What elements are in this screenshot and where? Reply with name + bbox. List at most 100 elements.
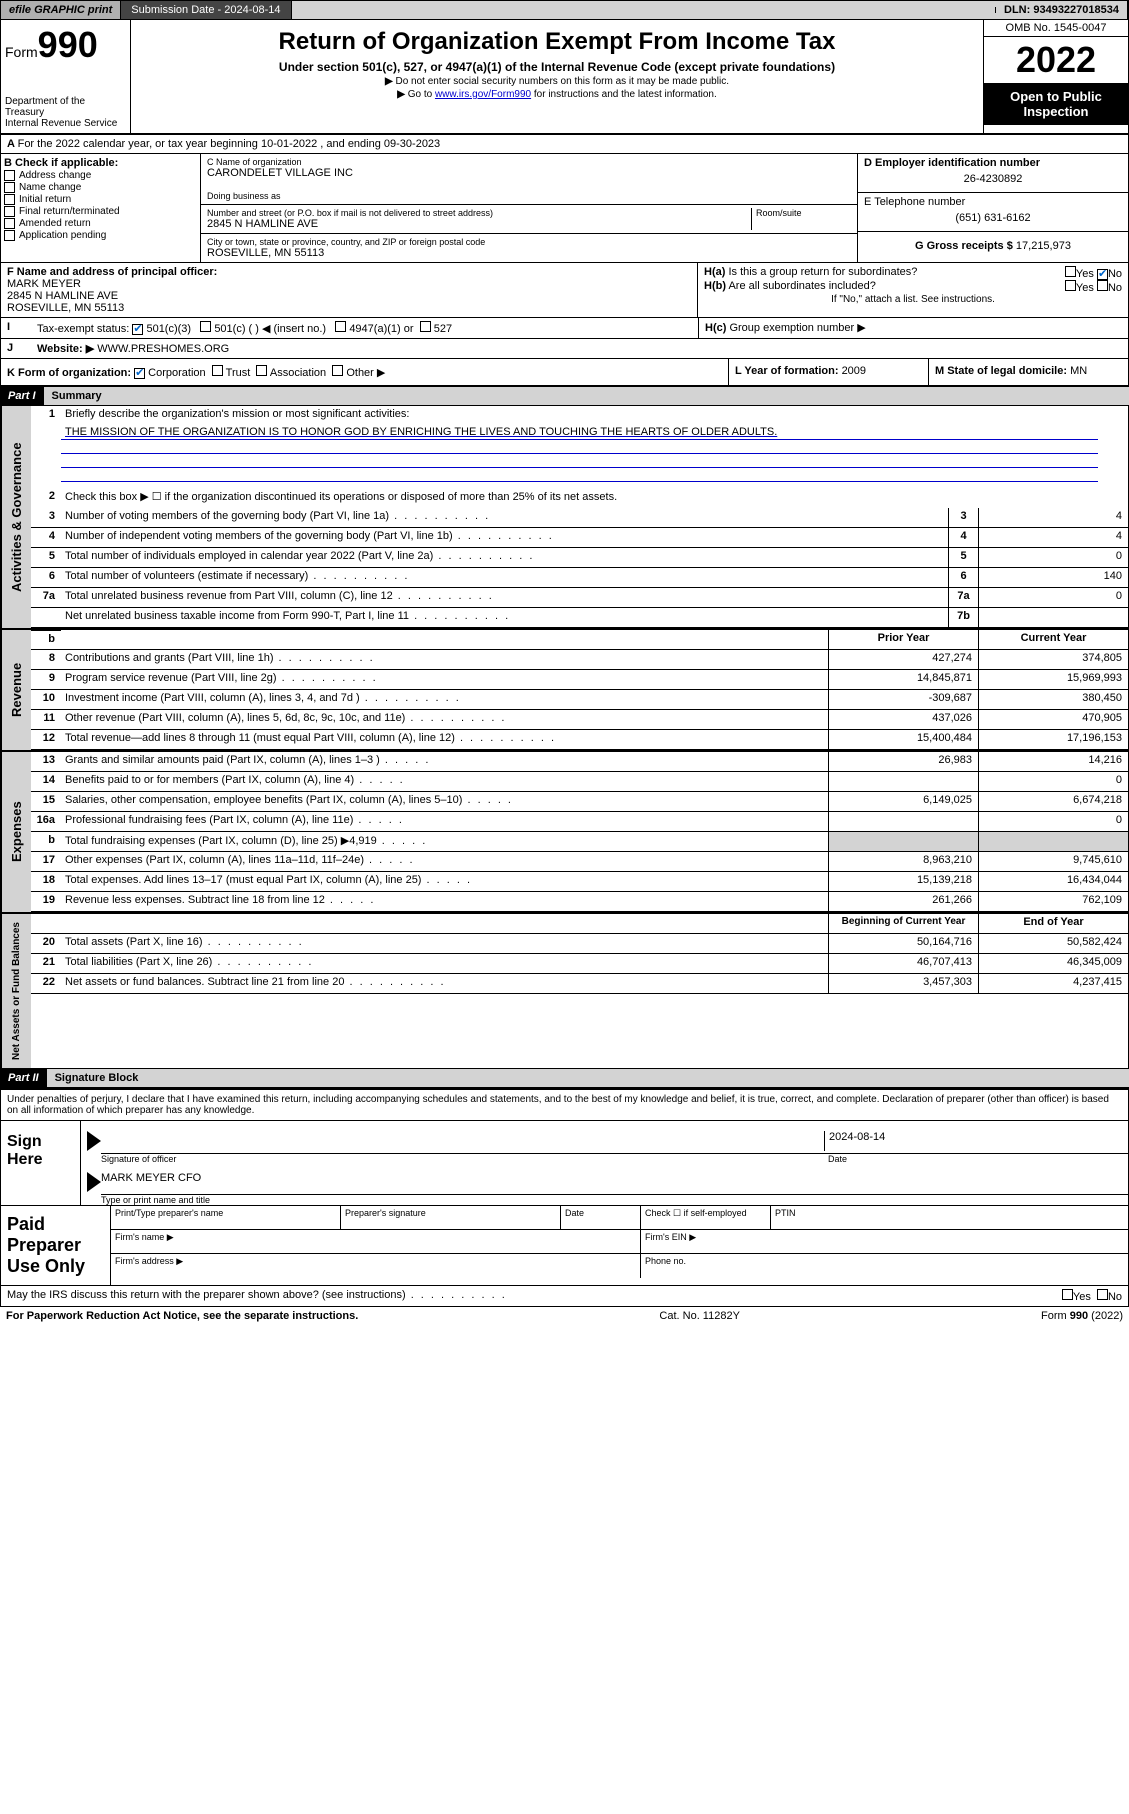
submission-date: Submission Date - 2024-08-14 <box>121 1 291 19</box>
sig-date: 2024-08-14 <box>824 1131 1124 1151</box>
chk-amended[interactable] <box>4 218 15 229</box>
chk-501c3[interactable] <box>132 324 143 335</box>
prior-value: 14,845,871 <box>828 670 978 689</box>
irs-label: Internal Revenue Service <box>5 118 126 129</box>
prior-value: 15,400,484 <box>828 730 978 749</box>
sig-arrow-icon <box>87 1131 101 1151</box>
end-value: 46,345,009 <box>978 954 1128 973</box>
chk-final[interactable] <box>4 206 15 217</box>
section-netassets: Net Assets or Fund Balances Beginning of… <box>0 912 1129 1069</box>
gov-value: 0 <box>978 548 1128 567</box>
paid-preparer-label: Paid Preparer Use Only <box>1 1206 111 1285</box>
irs-link[interactable]: www.irs.gov/Form990 <box>435 89 531 100</box>
row-fh: F Name and address of principal officer:… <box>0 263 1129 318</box>
gross-receipts: 17,215,973 <box>1016 240 1071 252</box>
current-value: 6,674,218 <box>978 792 1128 811</box>
tax-year: 2022 <box>984 37 1128 83</box>
current-value: 0 <box>978 812 1128 831</box>
gov-value: 4 <box>978 528 1128 547</box>
sig-arrow-icon-2 <box>87 1172 101 1192</box>
chk-name[interactable] <box>4 182 15 193</box>
tab-expenses: Expenses <box>1 752 31 912</box>
phone: (651) 631-6162 <box>864 208 1122 228</box>
org-name: CARONDELET VILLAGE INC <box>207 167 851 179</box>
current-value: 0 <box>978 772 1128 791</box>
signature-block: Under penalties of perjury, I declare th… <box>0 1088 1129 1286</box>
org-address: 2845 N HAMLINE AVE <box>207 218 751 230</box>
chk-address[interactable] <box>4 170 15 181</box>
discuss-no[interactable] <box>1097 1289 1108 1300</box>
chk-501c[interactable] <box>200 321 211 332</box>
prior-value: 427,274 <box>828 650 978 669</box>
instr-link: ▶ Go to www.irs.gov/Form990 for instruct… <box>135 89 979 100</box>
current-value: 14,216 <box>978 752 1128 771</box>
prior-value: 6,149,025 <box>828 792 978 811</box>
instr-ssn: ▶ Do not enter social security numbers o… <box>135 76 979 87</box>
end-value: 50,582,424 <box>978 934 1128 953</box>
chk-corp[interactable] <box>134 368 145 379</box>
current-value: 16,434,044 <box>978 872 1128 891</box>
current-value: 762,109 <box>978 892 1128 911</box>
sign-here-label: Sign Here <box>1 1121 81 1205</box>
row-ij: I Tax-exempt status: 501(c)(3) 501(c) ( … <box>0 318 1129 339</box>
prior-value: -309,687 <box>828 690 978 709</box>
dept-treasury: Department of the Treasury <box>5 96 126 118</box>
ha-yes[interactable] <box>1065 266 1076 277</box>
ha-no[interactable] <box>1097 269 1108 280</box>
chk-pending[interactable] <box>4 230 15 241</box>
row-j: J Website: ▶ WWW.PRESHOMES.ORG <box>0 339 1129 359</box>
prior-value: 26,983 <box>828 752 978 771</box>
footer: For Paperwork Reduction Act Notice, see … <box>0 1307 1129 1325</box>
chk-initial[interactable] <box>4 194 15 205</box>
line-a: A For the 2022 calendar year, or tax yea… <box>0 135 1129 154</box>
tab-revenue: Revenue <box>1 630 31 750</box>
top-bar: efile GRAPHIC print Submission Date - 20… <box>0 0 1129 20</box>
gov-value: 4 <box>978 508 1128 527</box>
declaration: Under penalties of perjury, I declare th… <box>1 1090 1128 1121</box>
current-value: 470,905 <box>978 710 1128 729</box>
prior-value: 8,963,210 <box>828 852 978 871</box>
tab-governance: Activities & Governance <box>1 406 31 628</box>
officer-title: MARK MEYER CFO <box>101 1172 201 1192</box>
current-value: 380,450 <box>978 690 1128 709</box>
year-formation: 2009 <box>842 365 866 377</box>
tab-netassets: Net Assets or Fund Balances <box>1 914 31 1068</box>
spacer <box>292 7 997 13</box>
form-number: Form990 <box>5 24 126 66</box>
section-revenue: Revenue bPrior YearCurrent Year 8Contrib… <box>0 628 1129 750</box>
prior-value: 15,139,218 <box>828 872 978 891</box>
begin-value: 50,164,716 <box>828 934 978 953</box>
chk-other[interactable] <box>332 365 343 376</box>
omb-number: OMB No. 1545-0047 <box>984 20 1128 37</box>
prior-value <box>828 772 978 791</box>
dln: DLN: 93493227018534 <box>996 1 1128 19</box>
domicile: MN <box>1070 365 1087 377</box>
print-button[interactable]: efile GRAPHIC print <box>1 1 121 19</box>
col-d: D Employer identification number26-42308… <box>858 154 1128 262</box>
col-c: C Name of organizationCARONDELET VILLAGE… <box>201 154 858 262</box>
open-public: Open to Public Inspection <box>984 83 1128 125</box>
gov-value: 140 <box>978 568 1128 587</box>
chk-527[interactable] <box>420 321 431 332</box>
form-header: Form990 Department of the Treasury Inter… <box>0 20 1129 135</box>
chk-trust[interactable] <box>212 365 223 376</box>
hb-no[interactable] <box>1097 280 1108 291</box>
mission-text: THE MISSION OF THE ORGANIZATION IS TO HO… <box>65 426 777 438</box>
gov-value <box>978 608 1128 627</box>
chk-4947[interactable] <box>335 321 346 332</box>
website: WWW.PRESHOMES.ORG <box>97 343 229 355</box>
ein: 26-4230892 <box>864 169 1122 189</box>
prior-value: 261,266 <box>828 892 978 911</box>
discuss-yes[interactable] <box>1062 1289 1073 1300</box>
hb-yes[interactable] <box>1065 280 1076 291</box>
prior-value <box>828 812 978 831</box>
chk-assoc[interactable] <box>256 365 267 376</box>
part1-header: Part I Summary <box>0 387 1129 406</box>
section-expenses: Expenses 13Grants and similar amounts pa… <box>0 750 1129 912</box>
begin-value: 46,707,413 <box>828 954 978 973</box>
current-value: 17,196,153 <box>978 730 1128 749</box>
begin-value: 3,457,303 <box>828 974 978 993</box>
form-subtitle: Under section 501(c), 527, or 4947(a)(1)… <box>135 60 979 74</box>
section-governance: Activities & Governance 1Briefly describ… <box>0 406 1129 628</box>
info-grid: B Check if applicable: Address change Na… <box>0 154 1129 263</box>
